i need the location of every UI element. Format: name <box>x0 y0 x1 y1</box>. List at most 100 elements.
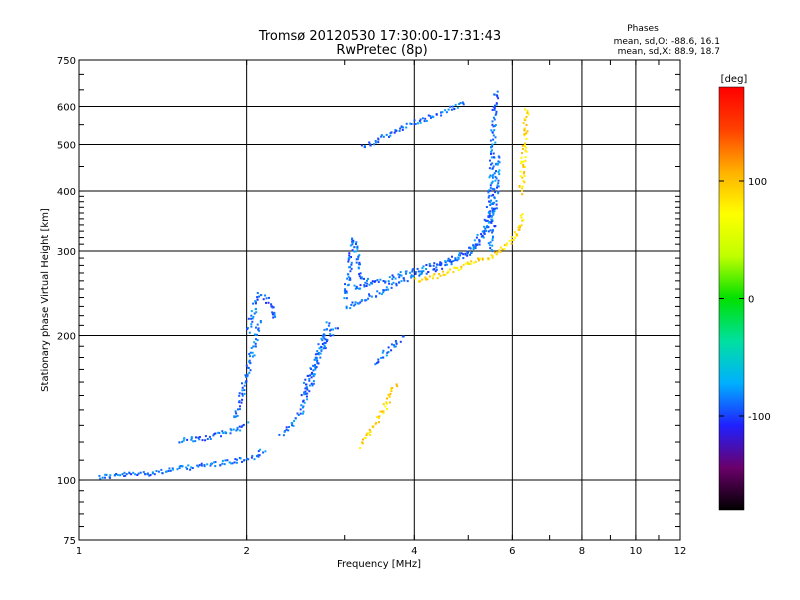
data-point <box>314 368 317 371</box>
data-point <box>258 295 260 298</box>
data-point <box>496 90 499 93</box>
data-point <box>236 428 239 431</box>
data-point <box>399 271 402 274</box>
data-point <box>405 126 408 129</box>
data-point <box>411 270 414 273</box>
data-point <box>359 284 362 287</box>
data-point <box>521 187 523 190</box>
data-point <box>410 275 413 278</box>
data-point <box>489 204 492 207</box>
data-point <box>459 102 462 104</box>
data-point <box>466 254 469 257</box>
data-point <box>445 111 448 114</box>
data-point <box>402 277 405 280</box>
data-point <box>241 386 244 389</box>
data-point <box>493 201 496 204</box>
data-point <box>312 364 315 367</box>
data-point <box>391 278 394 281</box>
data-point <box>525 150 528 153</box>
data-point <box>303 391 306 394</box>
data-point <box>311 371 313 374</box>
data-point <box>457 256 460 259</box>
data-point <box>503 244 506 246</box>
data-point <box>519 214 522 217</box>
phases-title: Phases <box>627 24 659 34</box>
data-point <box>350 267 353 270</box>
data-point <box>363 146 366 148</box>
phases-mean-o: mean, sd,O: -88.6, 16.1 <box>614 37 720 47</box>
data-point <box>422 270 425 273</box>
data-point <box>245 364 248 367</box>
data-point <box>300 394 303 397</box>
data-point <box>325 321 328 324</box>
data-point <box>198 438 201 441</box>
data-point <box>491 207 494 210</box>
x-axis: 1 2 4 6 8 10 12 <box>76 60 686 557</box>
data-point <box>200 464 203 467</box>
data-point <box>234 458 237 461</box>
data-point <box>230 429 233 432</box>
y-tick-label: 400 <box>57 187 76 198</box>
data-point <box>498 173 501 176</box>
data-point <box>255 311 258 314</box>
data-point <box>209 438 212 440</box>
data-point <box>385 286 388 289</box>
data-point <box>255 326 257 329</box>
data-point <box>395 383 398 386</box>
x-tick-label: 10 <box>630 546 643 557</box>
data-point <box>382 410 385 413</box>
data-point <box>347 276 350 279</box>
data-point <box>151 471 154 474</box>
data-point <box>498 156 501 159</box>
data-point <box>247 317 250 320</box>
data-point <box>240 425 243 428</box>
data-point <box>346 273 349 276</box>
data-point <box>469 253 472 256</box>
data-point <box>367 297 370 300</box>
data-point <box>520 156 523 159</box>
data-point <box>483 230 486 233</box>
data-point <box>262 298 265 301</box>
data-point <box>487 221 490 224</box>
data-point <box>493 108 496 111</box>
data-point <box>450 263 453 266</box>
data-point <box>421 117 424 120</box>
data-point <box>448 259 450 262</box>
data-point <box>254 302 257 305</box>
data-point <box>524 108 527 111</box>
data-point <box>317 362 320 365</box>
data-point <box>228 461 231 464</box>
data-point <box>510 236 513 239</box>
data-point <box>366 432 369 435</box>
data-point <box>136 474 139 476</box>
data-point <box>444 264 447 267</box>
data-point <box>388 282 391 285</box>
data-point <box>219 464 222 467</box>
data-point <box>204 435 207 438</box>
data-point <box>394 277 397 280</box>
data-point <box>247 366 250 369</box>
data-point <box>492 236 494 239</box>
data-point <box>494 136 497 139</box>
data-point <box>497 192 500 195</box>
data-point <box>489 189 492 192</box>
data-point <box>495 253 498 256</box>
data-point <box>413 123 416 126</box>
data-point <box>373 280 376 283</box>
data-point <box>194 440 197 443</box>
chart-title: Tromsø 20120530 17:30:00-17:31:43 <box>258 29 501 44</box>
data-point <box>497 182 500 185</box>
data-point <box>439 264 442 267</box>
data-point <box>395 282 398 285</box>
data-point <box>380 293 383 296</box>
data-point <box>196 464 199 467</box>
data-point <box>259 294 262 297</box>
data-point <box>221 459 224 462</box>
data-point <box>523 134 526 137</box>
data-point <box>356 302 359 305</box>
data-point <box>432 274 435 277</box>
data-point <box>182 439 185 442</box>
data-point <box>524 156 527 159</box>
data-point <box>364 281 367 284</box>
data-point <box>389 392 392 395</box>
